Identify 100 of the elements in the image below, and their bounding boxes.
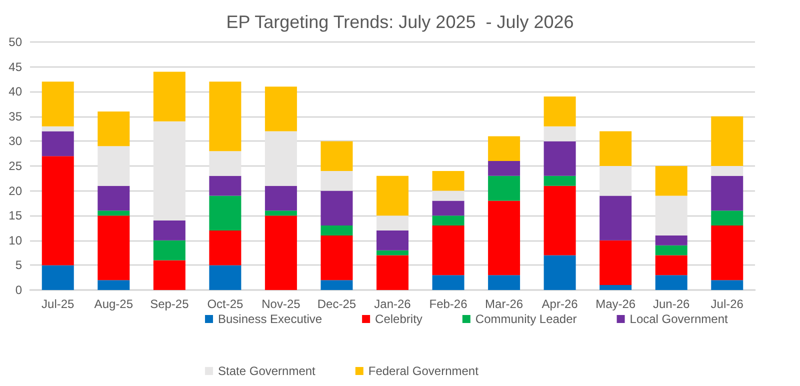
bar xyxy=(264,210,297,216)
bar xyxy=(544,176,576,186)
bar xyxy=(544,141,576,176)
x-tick-label: Jul-26 xyxy=(710,297,744,311)
bar xyxy=(209,196,242,230)
x-tick-label: Aug-25 xyxy=(94,297,134,311)
bar xyxy=(98,146,130,186)
y-tick-label: 15 xyxy=(8,208,22,223)
bar xyxy=(544,126,576,142)
bar xyxy=(711,116,744,166)
bar xyxy=(376,250,408,256)
bar xyxy=(98,111,130,146)
bar xyxy=(655,255,688,276)
bar xyxy=(432,226,464,276)
y-tick-label: 45 xyxy=(8,60,22,74)
y-tick-label: 0 xyxy=(15,283,22,297)
legend-label: Celebrity xyxy=(375,312,422,326)
bar xyxy=(600,240,632,286)
bar xyxy=(153,121,186,221)
bar xyxy=(432,200,464,216)
bar xyxy=(98,216,130,280)
x-tick-label: Oct-25 xyxy=(207,297,244,311)
x-tick-label: Jan-26 xyxy=(374,297,412,311)
bar xyxy=(655,275,688,290)
bar xyxy=(711,226,744,280)
chart-title: EP Targeting Trends: July 2025 - July 2026 xyxy=(226,12,574,32)
x-tick-label: Feb-26 xyxy=(429,297,468,311)
bar xyxy=(655,245,688,256)
bar xyxy=(209,265,242,290)
bar xyxy=(42,126,74,132)
x-tick-label: Apr-26 xyxy=(542,297,578,311)
bar xyxy=(711,176,744,211)
x-tick-label: Mar-26 xyxy=(485,297,524,311)
bar xyxy=(376,255,408,290)
bar xyxy=(320,226,353,236)
bar xyxy=(376,216,408,230)
bar xyxy=(488,176,520,201)
y-tick-label: 5 xyxy=(15,258,22,272)
y-tick-label: 10 xyxy=(8,233,22,248)
y-tick-label: 40 xyxy=(8,84,22,99)
bar xyxy=(432,275,464,290)
y-tick-label: 25 xyxy=(8,159,22,173)
bar xyxy=(544,96,576,126)
bar xyxy=(153,72,186,122)
bar xyxy=(488,161,520,176)
bar xyxy=(432,190,464,201)
bar xyxy=(320,190,353,226)
bar xyxy=(98,186,130,211)
bar xyxy=(153,220,186,240)
x-tick-label: Dec-25 xyxy=(317,297,356,311)
bar xyxy=(488,275,520,290)
bar xyxy=(98,280,130,290)
y-tick-label: 20 xyxy=(8,184,22,198)
bar xyxy=(209,176,242,196)
bar xyxy=(209,82,242,152)
bar xyxy=(264,131,297,186)
bar xyxy=(655,235,688,246)
bar xyxy=(376,230,408,250)
x-tick-label: Sep-25 xyxy=(150,297,190,311)
y-tick-label: 35 xyxy=(8,109,22,124)
y-tick-label: 50 xyxy=(8,35,22,49)
bar xyxy=(320,280,353,290)
y-tick-label: 30 xyxy=(8,134,22,148)
legend-label: Federal Government xyxy=(368,364,480,378)
legend-label: Local Government xyxy=(630,312,728,326)
bar xyxy=(209,151,242,176)
x-tick-label: Jun-26 xyxy=(652,297,690,311)
bar xyxy=(488,200,520,276)
bar xyxy=(488,136,520,162)
bar xyxy=(600,196,632,240)
bar xyxy=(544,255,576,290)
bar xyxy=(320,235,353,280)
bar xyxy=(600,131,632,166)
x-tick-label: May-26 xyxy=(596,297,636,311)
bar xyxy=(320,141,353,171)
bar xyxy=(320,170,353,191)
bar xyxy=(655,196,688,236)
bar xyxy=(600,166,632,196)
legend-label: Business Executive xyxy=(218,312,322,326)
bar xyxy=(209,230,242,266)
x-tick-label: Jul-25 xyxy=(42,297,75,311)
bar xyxy=(711,166,744,176)
bar xyxy=(153,260,186,290)
bar xyxy=(264,216,297,290)
bar xyxy=(42,131,74,156)
bar xyxy=(264,186,297,211)
bar xyxy=(711,280,744,290)
bar xyxy=(432,216,464,226)
legend-label: State Government xyxy=(218,364,316,378)
bar xyxy=(600,285,632,290)
bar xyxy=(153,240,186,260)
bar xyxy=(42,265,74,290)
bar xyxy=(42,82,74,126)
bar xyxy=(711,210,744,226)
bar xyxy=(98,210,130,216)
bar xyxy=(264,86,297,132)
legend-label: Community Leader xyxy=(475,312,577,326)
bar xyxy=(432,170,464,191)
bar xyxy=(544,186,576,256)
bar xyxy=(42,156,74,266)
